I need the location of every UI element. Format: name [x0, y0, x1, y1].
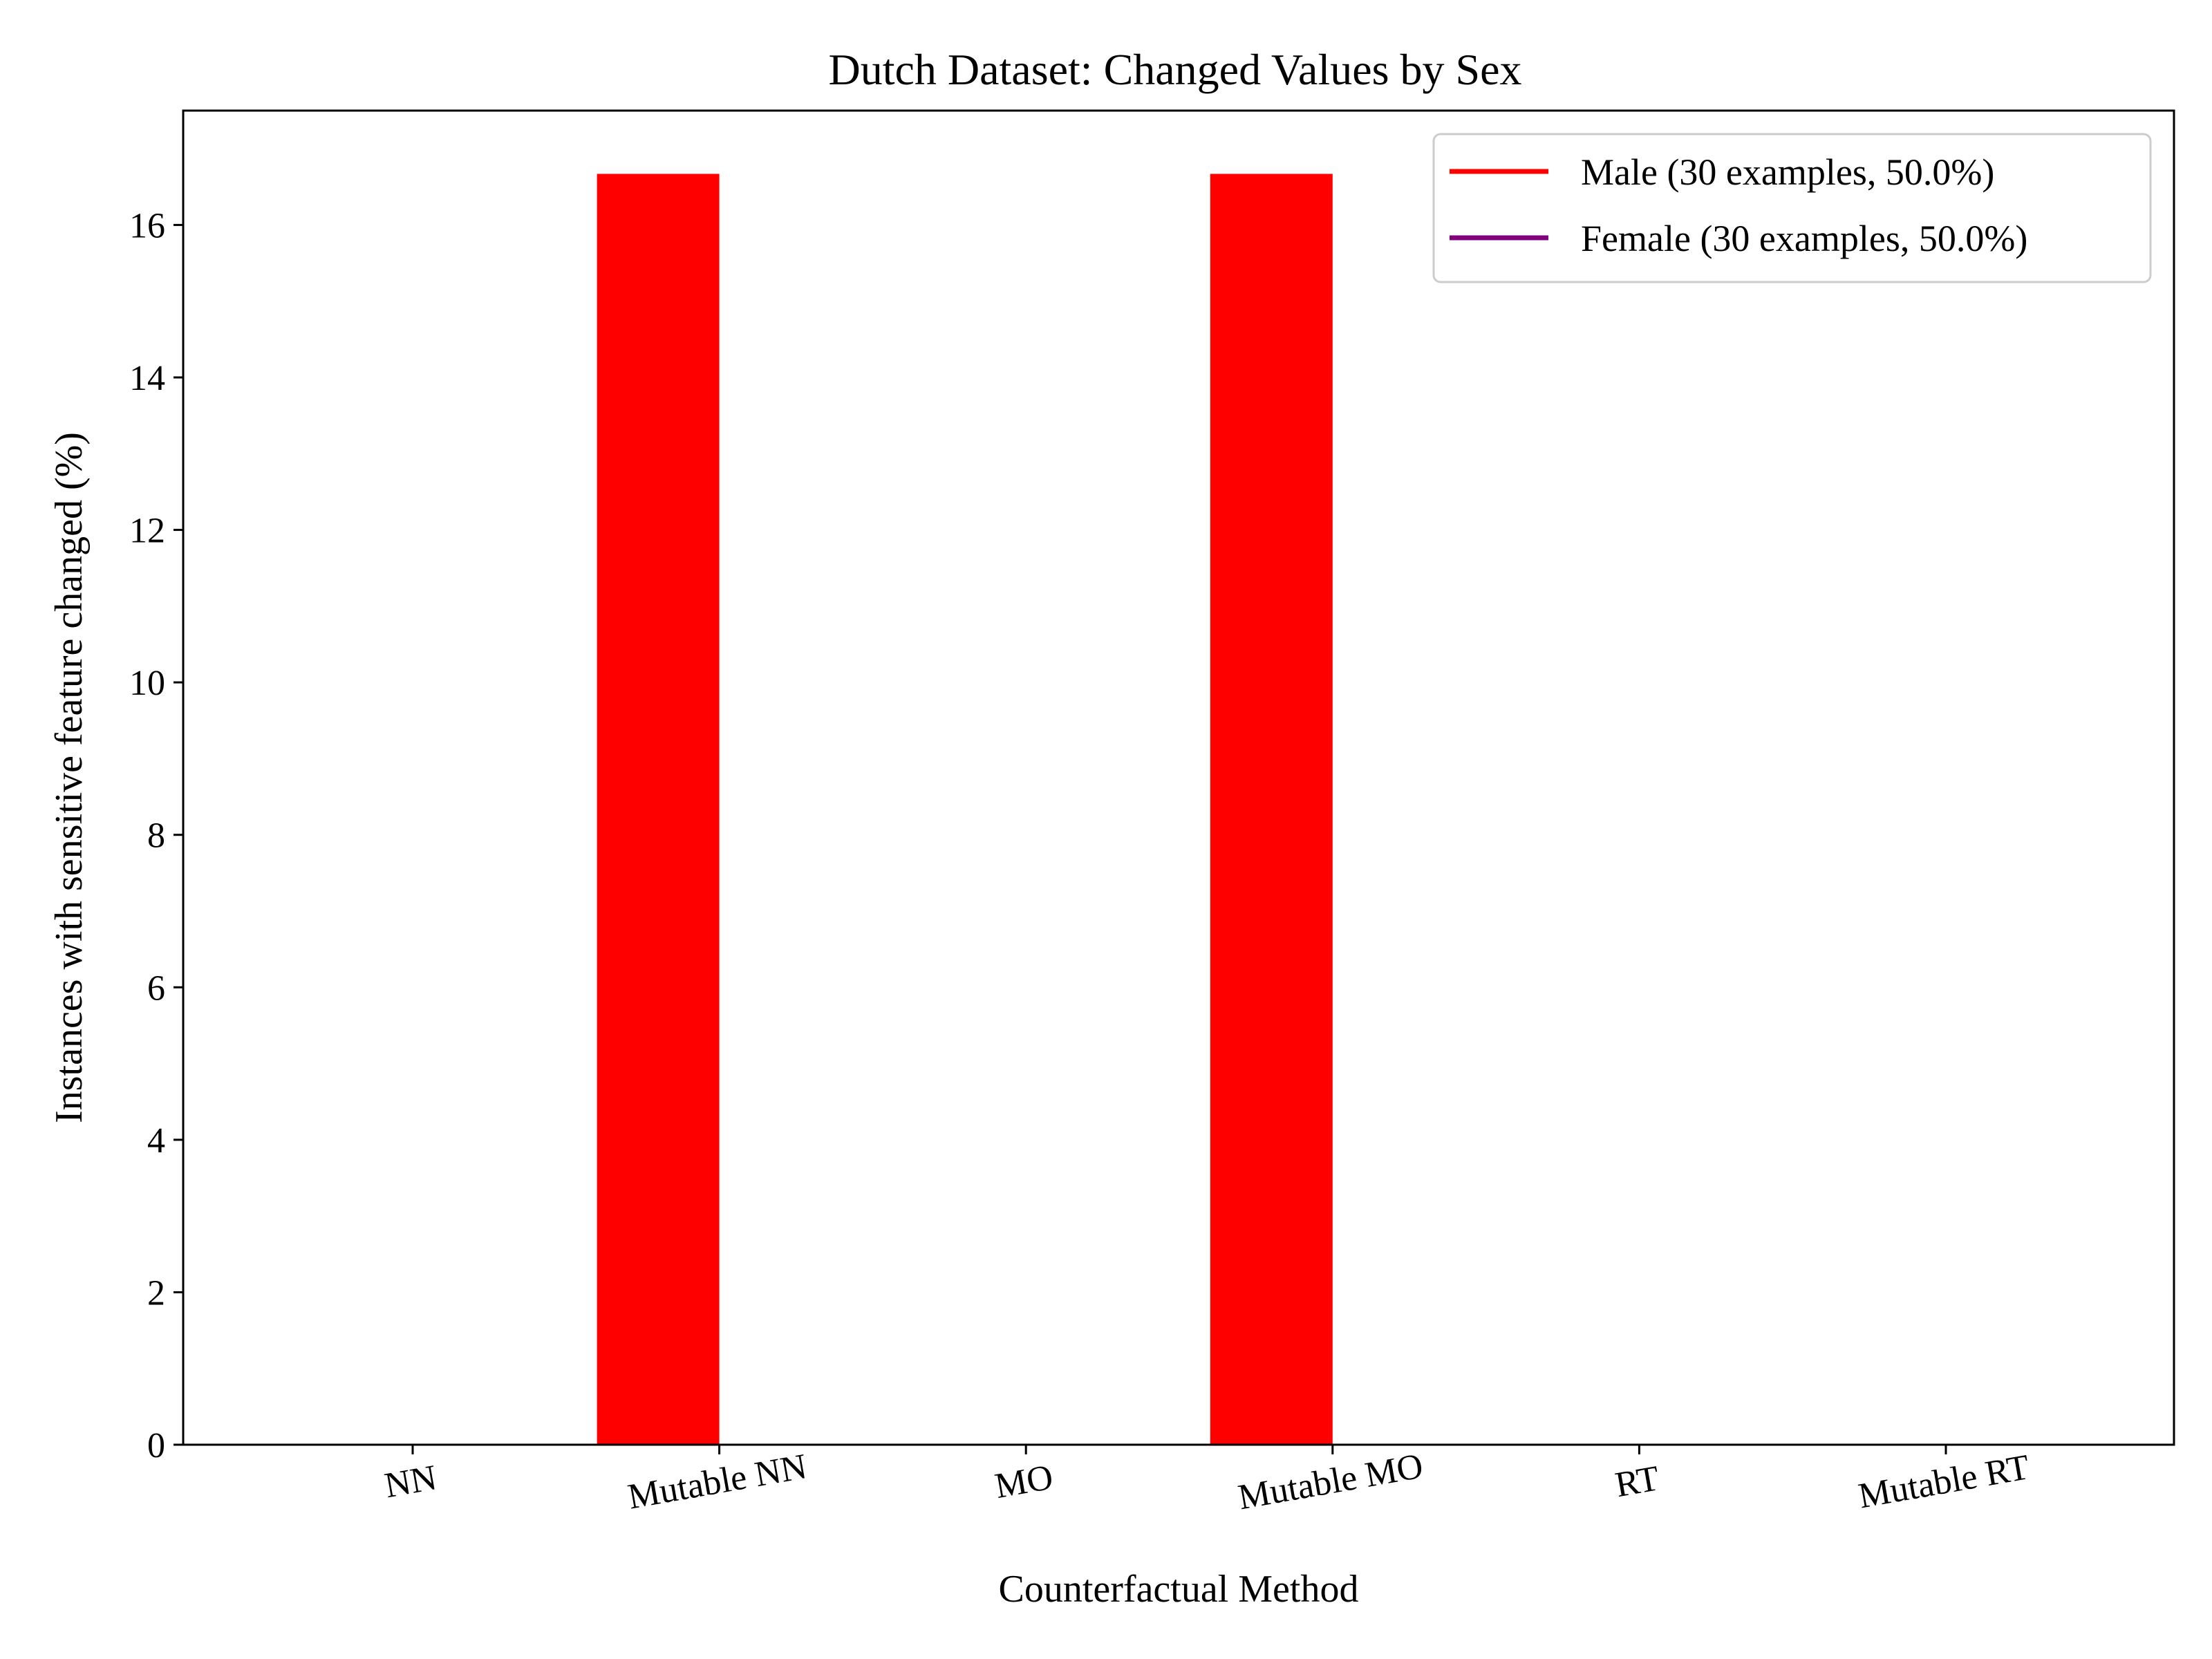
y-tick-label: 12 [129, 512, 165, 551]
y-axis-label: Instances with sensitive feature changed… [48, 432, 91, 1123]
x-tick-label: Mutable RT [1855, 1447, 2032, 1516]
y-tick-label: 16 [129, 206, 165, 245]
legend-box [1432, 133, 2152, 283]
legend: Male (30 examples, 50.0%) Female (30 exa… [1432, 133, 2152, 283]
bars-group [597, 174, 1333, 1445]
y-tick-label: 8 [147, 816, 165, 856]
x-axis-label: Counterfactual Method [999, 1568, 1359, 1611]
plot-frame [182, 109, 2175, 1446]
bar-male-3 [1210, 174, 1333, 1445]
y-tick-label: 10 [129, 664, 165, 703]
y-tick-label: 4 [147, 1121, 165, 1161]
x-tick-label: RT [1612, 1459, 1662, 1505]
x-tick-label: NN [382, 1458, 440, 1506]
x-tick-label: Mutable MO [1235, 1446, 1426, 1517]
y-tick-label: 6 [147, 968, 165, 1008]
y-axis: 0 2 4 6 8 10 12 14 16 [129, 206, 183, 1465]
y-tick-label: 0 [147, 1426, 165, 1465]
legend-label-female: Female (30 examples, 50.0%) [1581, 218, 2027, 259]
bar-male-1 [597, 174, 720, 1445]
legend-label-male: Male (30 examples, 50.0%) [1581, 151, 1994, 193]
chart-title: Dutch Dataset: Changed Values by Sex [828, 45, 1521, 94]
x-tick-label: Mutable NN [625, 1447, 809, 1517]
x-axis: NN Mutable NN MO Mutable MO RT Mutable RT [382, 1445, 2032, 1517]
x-tick-label: MO [992, 1457, 1056, 1506]
y-tick-label: 2 [147, 1273, 165, 1313]
y-tick-label: 14 [129, 359, 165, 398]
